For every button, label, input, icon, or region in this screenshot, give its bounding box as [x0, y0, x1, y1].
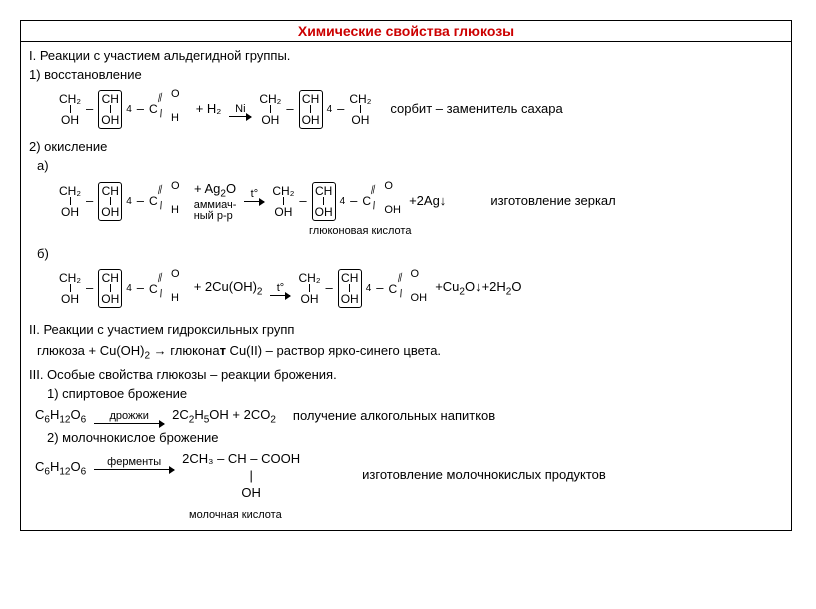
rhs-lactic: 2CH₃ – CH – COOH — [182, 451, 300, 468]
section3-header: III. Особые свойства глюкозы – реакции б… — [29, 367, 783, 384]
cond-ammonia: аммиач-ный р-р — [194, 200, 237, 222]
lhs-glucose1: C6H12O6 — [35, 407, 86, 427]
label-gluconic: глюконовая кислота — [309, 224, 783, 238]
annotation-sorbit: сорбит – заменитель сахара — [390, 101, 562, 118]
content: I. Реакции с участием альдегидной группы… — [21, 42, 791, 530]
frag-ch-bracket: CH OH — [98, 90, 122, 129]
reaction2b-label: б) — [37, 246, 783, 263]
frag-ch2: CH₂ OH — [59, 93, 81, 126]
reaction2a-label: а) — [37, 158, 783, 175]
label-lactic-acid: молочная кислота — [189, 508, 783, 522]
section1-header: I. Реакции с участием альдегидной группы… — [29, 48, 783, 65]
reagent-ag2o: + Ag2O — [194, 181, 236, 201]
product-cu2o: +Cu2O↓+2H2O — [435, 279, 521, 299]
eq-ox-ag: CH₂ OH – CH OH 4 – C ⁄⁄ O \ H — [59, 181, 783, 223]
section2-header: II. Реакции с участием гидроксильных гру… — [29, 322, 783, 339]
eq-ox-cu: CH₂ OH – CH OH 4 – C ⁄⁄ O \ H — [59, 269, 783, 308]
title: Химические свойства глюкозы — [21, 21, 791, 42]
annotation-lactic: изготовление молочнокислых продуктов — [362, 467, 606, 484]
document-frame: Химические свойства глюкозы I. Реакции с… — [20, 20, 792, 531]
eq-ferment-alcohol: C6H12O6 дрожжи 2C2H5OH + 2CO2 получение … — [35, 407, 783, 427]
cond-t: t° — [251, 187, 258, 201]
lhs-glucose2: C6H12O6 — [35, 459, 86, 479]
eq-reduction: CH₂ OH – CH OH 4 – C ⁄⁄ O \ H — [59, 90, 783, 129]
plus-h2: + H₂ — [196, 101, 222, 118]
reaction2-label: 2) окисление — [29, 139, 783, 156]
annotation-alcohol: получение алкогольных напитков — [293, 408, 495, 425]
rhs-lactic-oh: OH — [241, 485, 261, 502]
catalyst-yeast: дрожжи — [109, 409, 148, 423]
catalyst-enzymes: ферменты — [107, 455, 161, 469]
catalyst-ni: Ni — [235, 102, 245, 116]
ferment1-label: 1) спиртовое брожение — [47, 386, 783, 403]
eq-cuoh2-gluconate: глюкоза + Cu(OH)2 → глюконат Cu(II) – ра… — [37, 343, 783, 363]
reagent-cuoh2: + 2Cu(OH)2 — [194, 279, 263, 299]
rhs-ethanol: 2C2H5OH + 2CO2 — [172, 407, 276, 427]
reaction1-label: 1) восстановление — [29, 67, 783, 84]
annotation-mirrors: изготовление зеркал — [490, 193, 615, 210]
product-ag: +2Ag↓ — [409, 193, 446, 210]
ferment2-label: 2) молочнокислое брожение — [47, 430, 783, 447]
eq-ferment-lactic: C6H12O6 ферменты 2CH₃ – CH – COOH | OH и… — [35, 451, 783, 502]
frag-aldehyde: C ⁄⁄ O \ H — [149, 103, 158, 115]
